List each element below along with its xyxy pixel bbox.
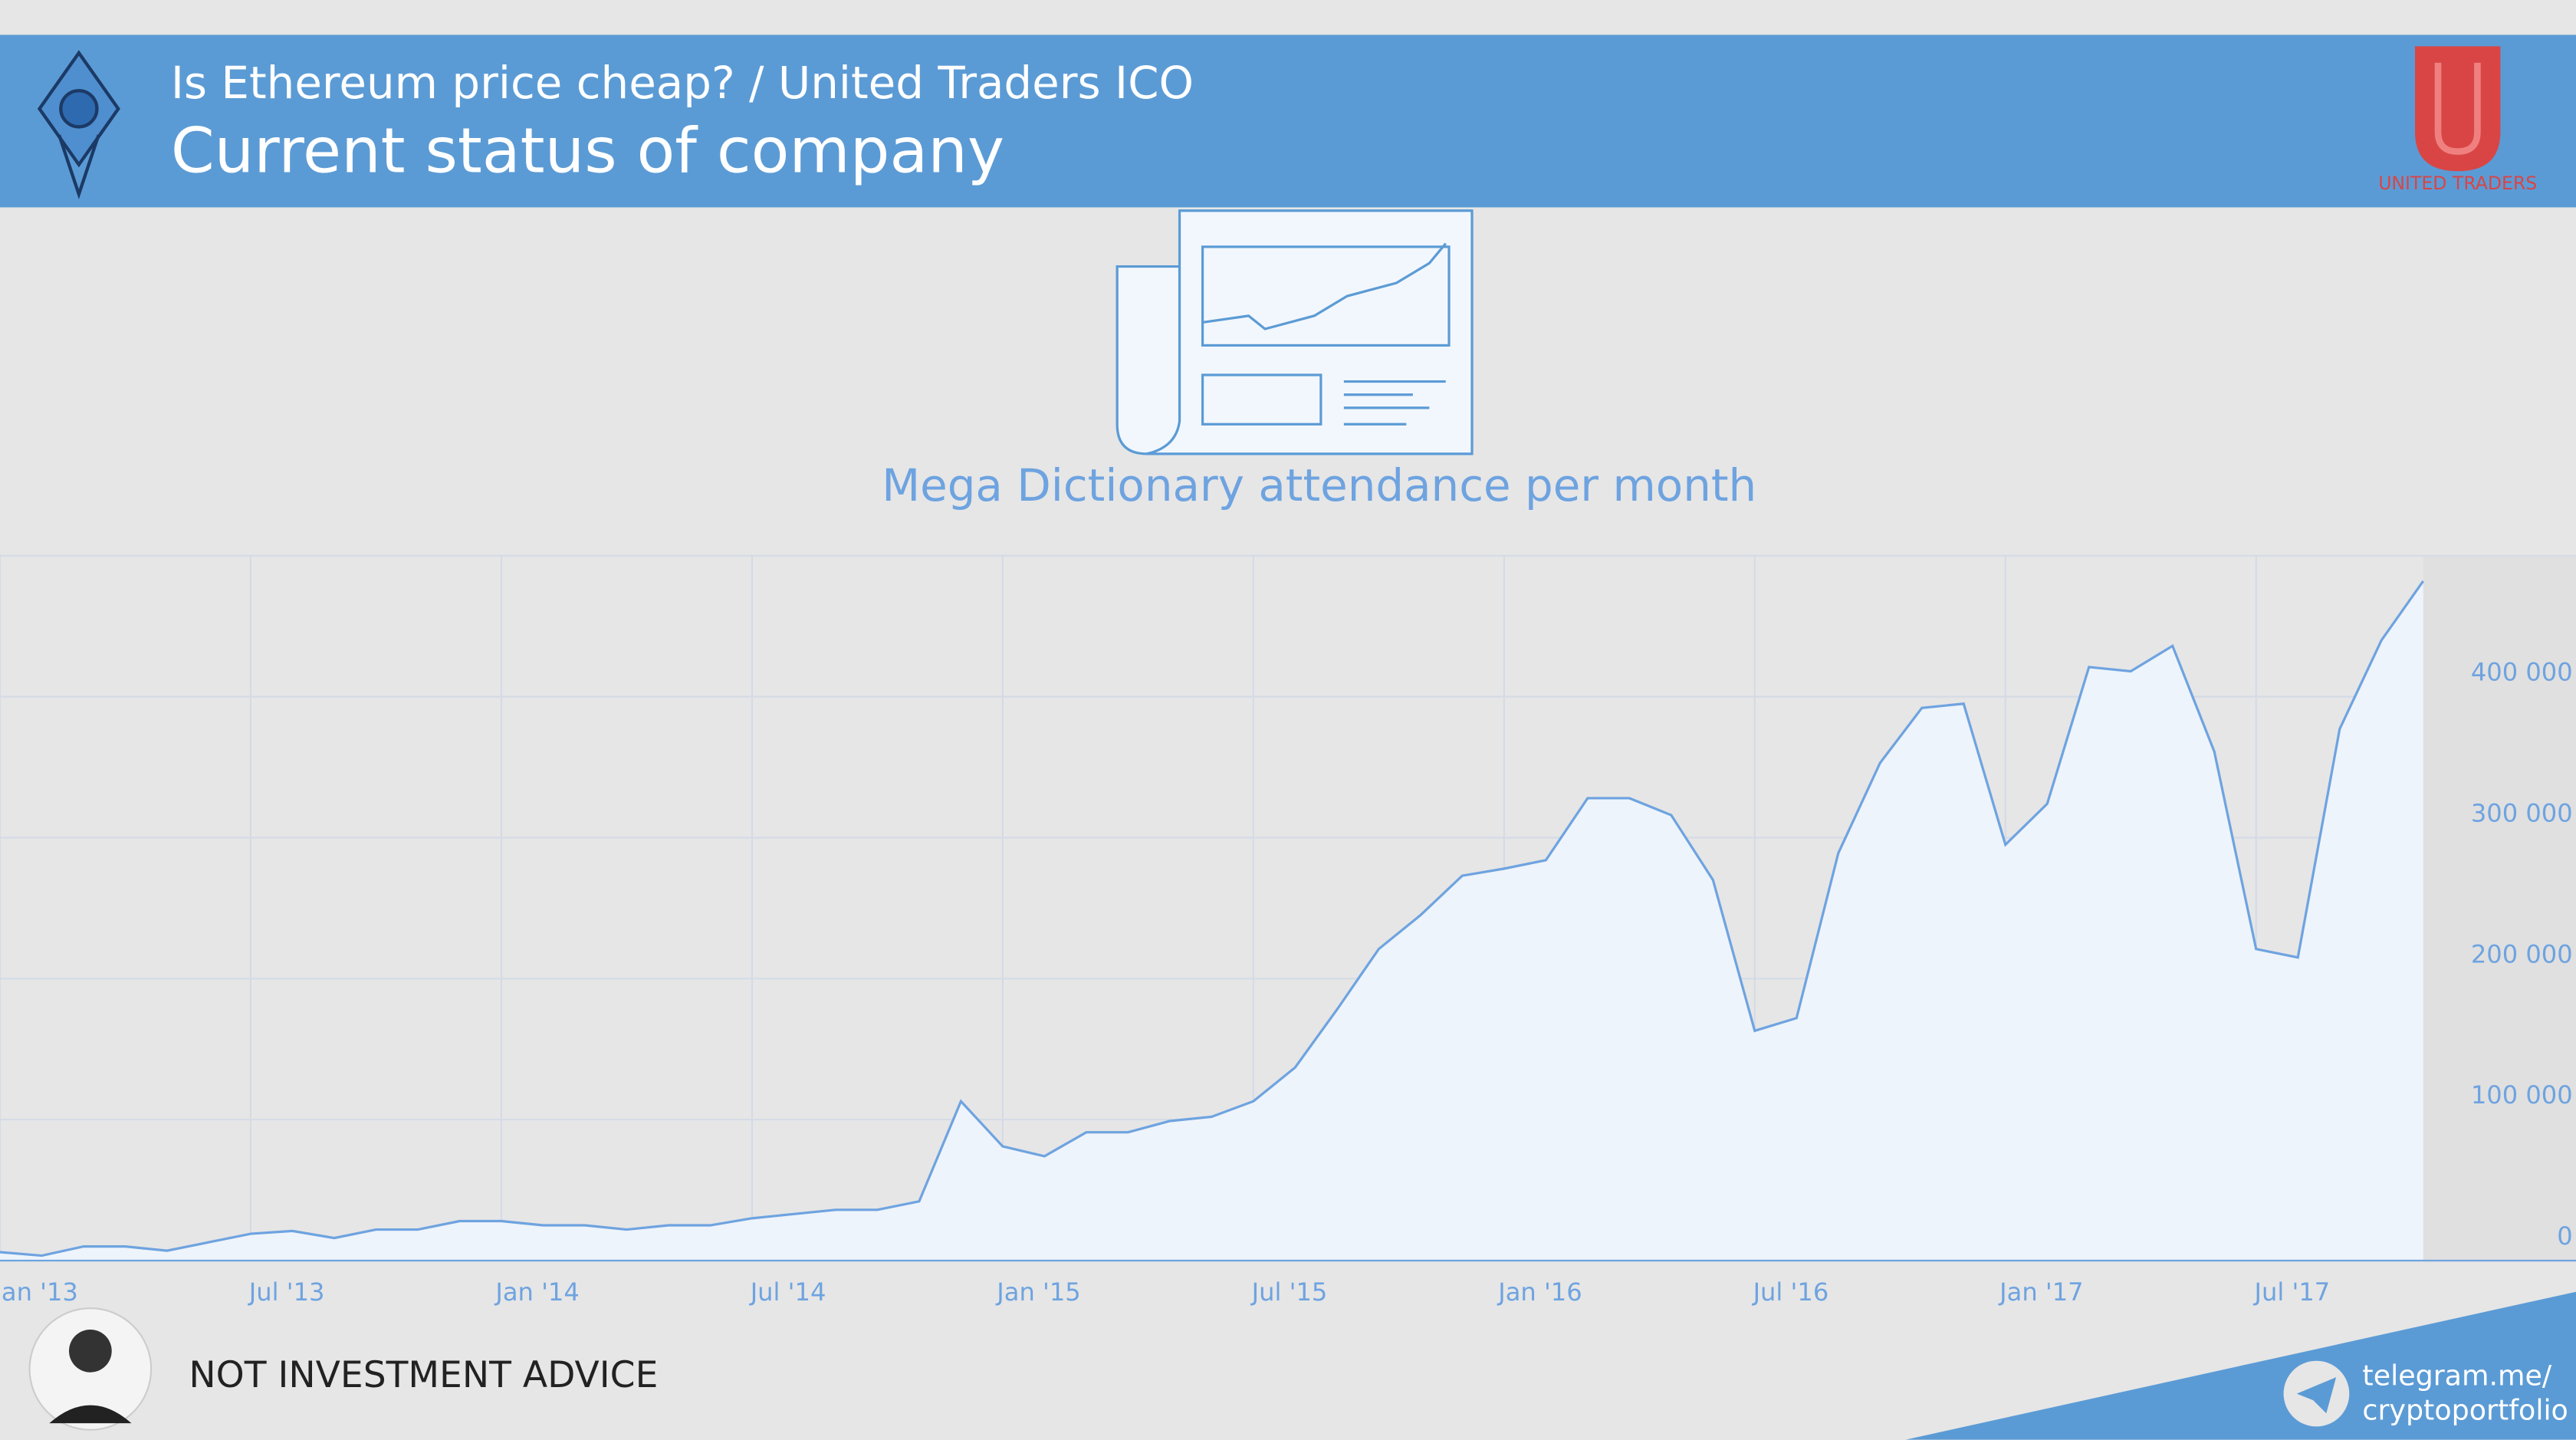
chart-title: Mega Dictionary attendance per month (882, 459, 1756, 511)
x-tick-label: Jan '15 (995, 1277, 1080, 1307)
y-tick-label: 300 000 (2471, 798, 2573, 827)
telegram-icon (2283, 1360, 2350, 1427)
brand-name: UNITED TRADERS (2378, 173, 2537, 194)
x-tick-label: Jul '14 (749, 1277, 826, 1307)
brand-logo (2415, 46, 2501, 172)
footer-disclaimer: NOT INVESTMENT ADVICE (189, 1354, 658, 1396)
x-tick-label: Jul '13 (248, 1277, 325, 1307)
x-tick-label: Jan '13 (0, 1277, 78, 1307)
x-tick-label: Jan '17 (1998, 1277, 2083, 1307)
header-bar (0, 35, 2576, 208)
header-icon (37, 50, 120, 200)
y-tick-label: 0 (2557, 1221, 2572, 1251)
report-icon (1116, 209, 1474, 455)
x-tick-label: Jan '14 (494, 1277, 579, 1307)
y-tick-label: 200 000 (2471, 939, 2573, 968)
header-title: Current status of company (171, 114, 1004, 187)
area-fill (0, 580, 2423, 1261)
x-tick-label: Jan '16 (1497, 1277, 1582, 1307)
header-subtitle: Is Ethereum price cheap? / United Trader… (171, 57, 1194, 109)
y-tick-label: 400 000 (2471, 658, 2573, 687)
x-tick-label: Jul '16 (1752, 1277, 1829, 1307)
x-tick-label: Jul '17 (2253, 1277, 2331, 1307)
y-tick-label: 100 000 (2471, 1080, 2573, 1110)
footer-avatar (28, 1307, 153, 1431)
x-tick-label: Jul '15 (1250, 1277, 1328, 1307)
footer-link[interactable]: telegram.me/ (2362, 1359, 2551, 1392)
footer-link[interactable]: cryptoportfolio (2362, 1394, 2568, 1427)
plot: 0 100 000 200 000 300 000 400 000 Jan '13 Jul … (0, 555, 2576, 1307)
data-line (0, 580, 2425, 1258)
axis-panel (2423, 555, 2576, 1263)
